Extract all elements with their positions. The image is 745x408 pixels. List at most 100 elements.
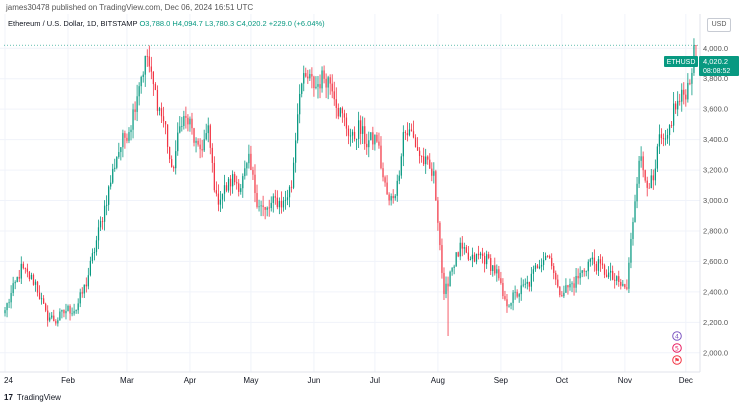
candle-body: [185, 116, 187, 118]
candle-body: [469, 259, 472, 260]
candle-body: [294, 140, 297, 163]
candle-body: [270, 202, 272, 209]
candle-body: [502, 283, 504, 297]
candle-body: [201, 149, 203, 151]
candle-body: [343, 113, 346, 118]
candle-body: [514, 291, 516, 293]
candle-body: [124, 133, 126, 138]
candle-body: [309, 74, 311, 79]
candle-body: [423, 156, 425, 165]
candle-body: [286, 197, 289, 200]
event-markers[interactable]: 4 5 ⚑: [672, 331, 682, 365]
candle-body: [542, 260, 545, 265]
candle-body: [681, 89, 683, 102]
x-axis: 24 Feb Mar Apr May Jun Jul Aug Sep Oct Nov Dec: [4, 376, 693, 385]
candle-body: [522, 284, 524, 286]
candle-body: [305, 73, 307, 77]
candles: [4, 38, 697, 337]
candle-body: [461, 242, 463, 249]
candle-body: [467, 252, 470, 260]
candle-body: [475, 253, 478, 262]
candle-body: [691, 72, 693, 84]
candle-body: [575, 275, 577, 288]
candle-body: [439, 222, 441, 246]
candle-body: [355, 138, 358, 140]
candle-body: [364, 126, 366, 144]
candle-body: [630, 238, 632, 263]
candle-body: [597, 259, 600, 271]
candle-body: [138, 86, 140, 97]
candle-body: [221, 193, 224, 200]
candle-body: [687, 82, 689, 100]
candle-body: [103, 205, 106, 222]
x-tick-label: Jul: [370, 376, 380, 385]
candle-body: [12, 283, 14, 294]
candle-body: [311, 74, 313, 77]
candle-body: [16, 277, 18, 283]
candle-body: [290, 186, 293, 188]
candle-body: [280, 200, 283, 208]
symbol-badge-text: ETHUSD: [667, 59, 696, 66]
event-marker-icon: [672, 331, 682, 341]
candle-body: [591, 257, 593, 260]
candle-body: [546, 256, 549, 257]
candle-body: [616, 276, 618, 281]
candle-body: [105, 204, 108, 206]
candle-body: [195, 140, 197, 143]
candle-body: [10, 293, 12, 303]
candle-body: [333, 91, 335, 100]
candle-body: [335, 99, 337, 108]
candle-body: [481, 253, 484, 257]
candle-body: [624, 284, 626, 288]
candle-body: [544, 256, 547, 261]
candle-body: [494, 265, 496, 274]
candle-body: [173, 166, 175, 169]
candle-body: [329, 77, 331, 84]
candle-body: [24, 268, 26, 269]
candle-body: [55, 321, 57, 324]
candle-body: [6, 303, 8, 311]
candle-body: [437, 200, 439, 223]
candle-body: [288, 186, 291, 198]
candle-body: [325, 78, 327, 88]
candle-body: [223, 185, 226, 194]
symbol-info-line: Ethereum / U.S. Dollar, 1D, BITSTAMP O3,…: [8, 19, 325, 28]
candle-body: [197, 140, 199, 145]
candle-body: [162, 116, 165, 122]
low-value: L3,780.3: [204, 19, 235, 28]
candle-body: [28, 271, 31, 280]
candle-body: [506, 299, 508, 307]
currency-button[interactable]: USD: [707, 18, 731, 32]
candle-body: [146, 56, 148, 57]
candle-body: [40, 298, 43, 300]
candle-body: [83, 284, 85, 294]
candle-body: [351, 131, 354, 136]
candle-body: [112, 168, 114, 183]
candle-body: [561, 295, 563, 297]
candle-body: [262, 205, 264, 207]
candle-body: [238, 183, 240, 192]
candle-body: [252, 170, 254, 175]
candle-body: [445, 283, 447, 295]
y-tick-label: 2,200.0: [703, 318, 728, 327]
candle-body: [73, 311, 75, 314]
candle-body: [368, 140, 370, 148]
candle-body: [57, 320, 59, 324]
price-badge-bg: [699, 56, 739, 76]
candle-body: [563, 292, 565, 297]
candle-body: [282, 200, 285, 208]
candle-body: [571, 283, 573, 285]
candle-body: [317, 84, 319, 87]
candle-body: [672, 103, 675, 126]
candle-body: [134, 109, 136, 112]
candle-body: [108, 186, 110, 205]
candle-body: [158, 108, 161, 111]
x-tick-label: Apr: [184, 376, 197, 385]
candle-body: [689, 82, 691, 84]
candle-body: [114, 167, 116, 169]
candle-body: [664, 138, 667, 140]
candle-body: [347, 128, 350, 136]
candle-body: [382, 168, 384, 178]
candle-body: [583, 270, 585, 272]
